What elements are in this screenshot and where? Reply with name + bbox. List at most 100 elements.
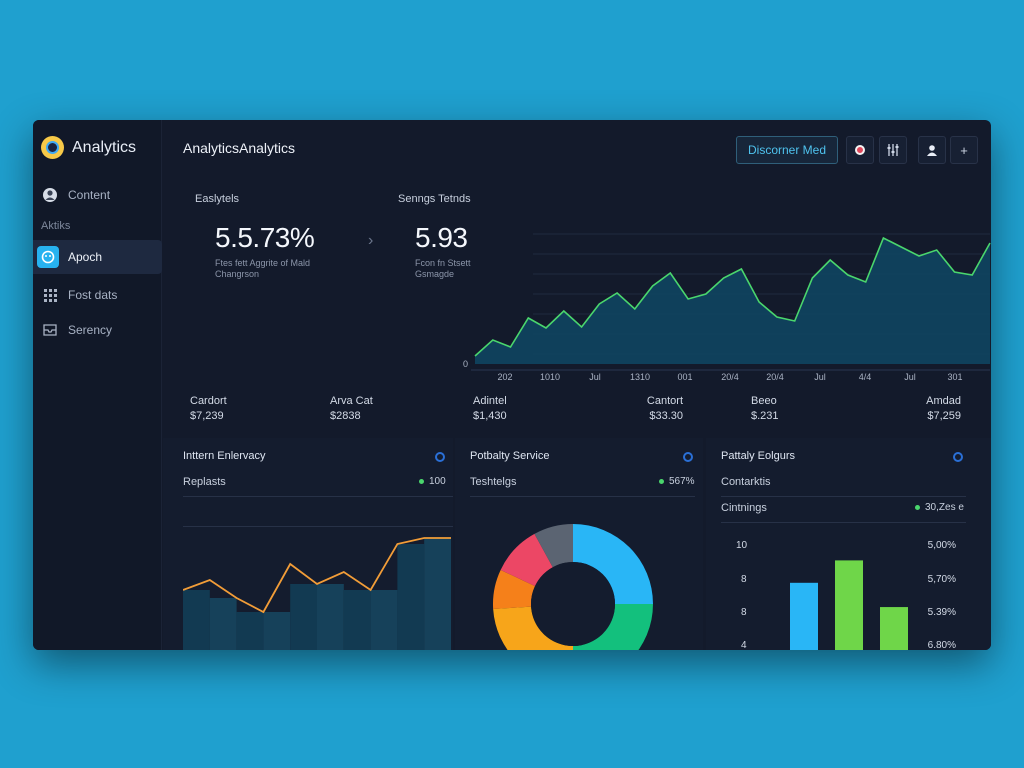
bar	[790, 582, 818, 650]
panel-subtitle: Replasts	[183, 476, 226, 488]
stat-item: Cantort $33.30	[623, 394, 683, 424]
brand-name: Analytics	[72, 138, 137, 156]
panel-pattaly-eolgurs: Pattaly Eolgurs Contarktis Cintnings 30,…	[706, 438, 991, 650]
record-button[interactable]	[846, 136, 874, 164]
stat-label: Cardort	[190, 395, 227, 407]
x-tick-label: Jul	[589, 372, 601, 382]
y-axis-label: 8	[741, 607, 747, 618]
x-tick-label: Jul	[814, 372, 826, 382]
kpi-label: Senngs Tetnds	[398, 193, 471, 205]
kpi-subtext: Ftes fett Aggrite of Mald Changrson	[215, 258, 355, 280]
status-ring-icon[interactable]	[953, 452, 963, 462]
kpi-subtext-line: Changrson	[215, 269, 260, 279]
area-fill	[475, 238, 990, 364]
x-tick-label: Jul	[904, 372, 916, 382]
settings-button[interactable]	[879, 136, 907, 164]
panel-subtitle: Contarktis	[721, 476, 771, 488]
kpi-label: Easlytels	[195, 193, 240, 205]
right-axis-label: 5.39%	[927, 607, 956, 618]
y-axis-label: 4	[741, 640, 747, 650]
area-column	[370, 590, 398, 650]
grid-icon	[41, 286, 59, 304]
x-tick-label: 20/4	[766, 372, 784, 382]
status-ring-icon[interactable]	[435, 452, 445, 462]
sidebar-item-content[interactable]: Content	[33, 178, 162, 212]
area-column	[209, 598, 237, 650]
panel-intern-enlervacy: Inttern Enlervacy Replasts 100	[163, 438, 453, 650]
user-button[interactable]	[918, 136, 946, 164]
profile-icon	[41, 186, 59, 204]
right-axis-label: 5,70%	[927, 574, 956, 585]
sidebar-item-label: Content	[68, 188, 111, 202]
divider	[183, 496, 453, 497]
area-column	[317, 584, 344, 650]
panel-badge-value: 30,Zes e	[925, 502, 964, 513]
divider	[470, 496, 695, 497]
sidebar-item-fost-dats[interactable]: Fost dats	[33, 278, 162, 312]
divider	[721, 522, 966, 523]
stat-label: Arva Cat	[330, 395, 373, 407]
stat-item: Arva Cat $2838	[330, 394, 373, 424]
panel-badge-value: 567%	[669, 476, 695, 487]
x-tick-label: 20/4	[721, 372, 739, 382]
chevron-right-icon[interactable]: ›	[368, 232, 374, 249]
bar	[880, 607, 908, 650]
area-column	[290, 584, 317, 650]
stat-item: Adintel $1,430	[473, 394, 507, 424]
page-title: AnalyticsAnalytics	[183, 140, 296, 156]
y-axis-label: 8	[741, 574, 747, 585]
stat-label: Beeo	[751, 395, 777, 407]
bar-chart	[790, 560, 908, 650]
donut-hole	[531, 562, 615, 646]
area-column	[263, 612, 291, 650]
sidebar-item-serency[interactable]: Serency	[33, 313, 162, 347]
plus-icon: +	[960, 142, 968, 158]
panel-badge-value: 100	[429, 476, 446, 487]
donut-slice	[500, 533, 553, 587]
bar	[835, 560, 863, 650]
kpi-subtext-line: Ftes fett Aggrite of Mald	[215, 258, 311, 268]
sidebar: Analytics Content Aktiks Apoch Fost dats	[33, 120, 162, 650]
sidebar-item-label: Fost dats	[68, 288, 118, 302]
divider	[721, 496, 966, 497]
x-tick-label: 301	[947, 372, 962, 382]
stat-item: Cardort $7,239	[190, 394, 227, 424]
panel-subtitle: Teshtelgs	[470, 476, 517, 488]
x-tick-label: 1010	[540, 372, 560, 382]
donut-slice	[493, 606, 573, 650]
sidebar-item-apoch[interactable]: Apoch	[33, 240, 162, 274]
brand[interactable]: Analytics	[41, 136, 136, 159]
stat-value: $33.30	[649, 410, 683, 422]
add-button[interactable]: +	[950, 136, 978, 164]
stat-value: $7,259	[927, 410, 961, 422]
panel-title: Inttern Enlervacy	[183, 450, 266, 462]
trend-area-chart: 0 202 1010 Jul 1310 001 20/4 20/4 Jul 4/4 Jul 301	[463, 233, 991, 382]
donut-slice	[493, 569, 535, 610]
donut-chart	[493, 524, 653, 650]
kpi-subtext-line: Gsmagde	[415, 269, 455, 279]
right-axis-label: 5,00%	[927, 540, 956, 551]
line-area-chart	[183, 537, 451, 650]
discorner-med-button[interactable]: Discorner Med	[736, 136, 838, 164]
kpi-subtext: Fcon fn Stsett Gsmagde	[415, 258, 555, 280]
x-tick-label: 202	[497, 372, 512, 382]
donut-slice	[534, 524, 573, 568]
status-dot-icon	[915, 505, 920, 510]
settings-icon	[887, 144, 899, 156]
sidebar-item-label: Apoch	[68, 250, 103, 264]
inbox-icon	[41, 321, 59, 339]
panel-badge: 30,Zes e	[915, 502, 964, 513]
status-ring-icon[interactable]	[683, 452, 693, 462]
x-tick-label: 001	[677, 372, 692, 382]
donut-slice	[573, 524, 653, 604]
kpi-value: 5.5.73%	[215, 222, 315, 253]
area-column	[343, 590, 371, 650]
kpi-subtext-line: Fcon fn Stsett	[415, 258, 471, 268]
panel-title: Potbalty Service	[470, 450, 550, 462]
gridline	[183, 526, 453, 527]
panel-potbalty-service: Potbalty Service Teshtelgs 567%	[455, 438, 703, 650]
status-dot-icon	[419, 479, 424, 484]
panel-title: Pattaly Eolgurs	[721, 450, 795, 462]
stat-label: Amdad	[926, 395, 961, 407]
series-line	[474, 236, 991, 357]
